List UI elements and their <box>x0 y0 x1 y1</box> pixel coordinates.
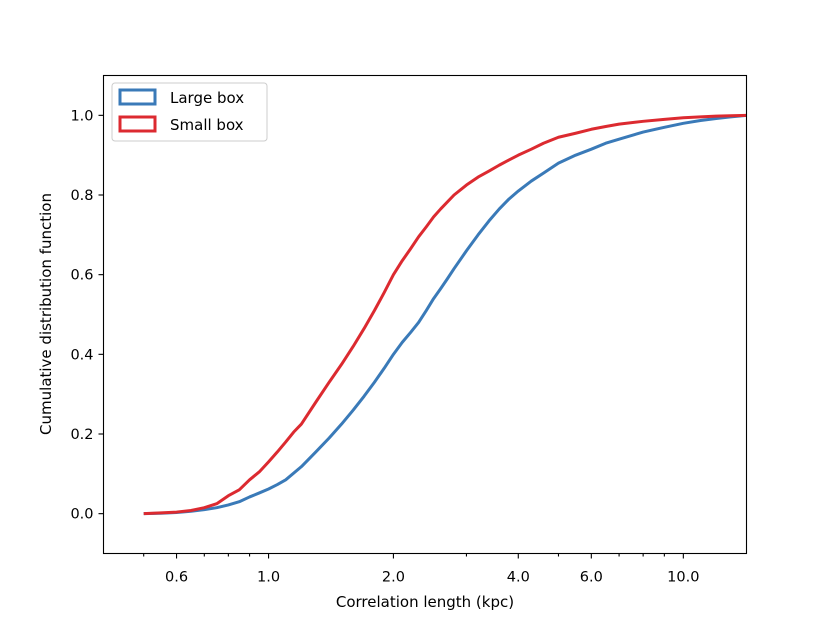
x-tick-label: 10.0 <box>667 570 699 586</box>
legend-label-small-box: Small box <box>170 116 244 134</box>
ticks-layer: 0.6 1.0 2.0 4.0 6.0 10.0 0.0 0.2 0.4 0.6 0.8 1.0 <box>70 108 699 585</box>
y-axis-label: Cumulative distribution function <box>37 193 55 435</box>
x-axis-label: Correlation length (kpc) <box>336 593 514 611</box>
x-tick-label: 4.0 <box>507 570 530 586</box>
y-tick-label: 0.8 <box>70 188 93 204</box>
legend-swatch-large-box <box>118 88 157 106</box>
series-layer <box>143 113 747 516</box>
y-tick-label: 1.0 <box>70 108 93 124</box>
y-tick-label: 0.0 <box>70 507 93 523</box>
legend-box <box>111 82 268 142</box>
legend: Large box Small box <box>111 82 268 142</box>
legend-swatch-small-box <box>118 115 157 133</box>
x-tick-label: 1.0 <box>257 570 280 586</box>
plot-frame <box>102 74 748 555</box>
legend-label-large-box: Large box <box>170 89 244 107</box>
y-tick-label: 0.2 <box>70 427 93 443</box>
y-tick-label: 0.6 <box>70 268 93 284</box>
series-line-large-box <box>143 113 747 516</box>
series-line-small-box <box>143 113 747 516</box>
x-tick-label: 6.0 <box>580 570 603 586</box>
x-tick-label: 0.6 <box>165 570 188 586</box>
x-tick-label: 2.0 <box>382 570 405 586</box>
y-tick-label: 0.4 <box>70 347 93 363</box>
